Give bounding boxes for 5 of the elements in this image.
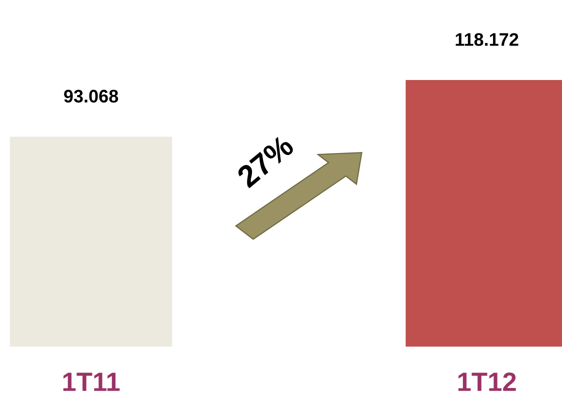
annotation: 27% (236, 134, 295, 188)
x-tick-label: 1T12 (458, 372, 516, 391)
x-tick-label: 1T11 (63, 372, 120, 391)
data-label: 118.172 (456, 33, 518, 46)
data-label: 93.068 (64, 90, 118, 103)
